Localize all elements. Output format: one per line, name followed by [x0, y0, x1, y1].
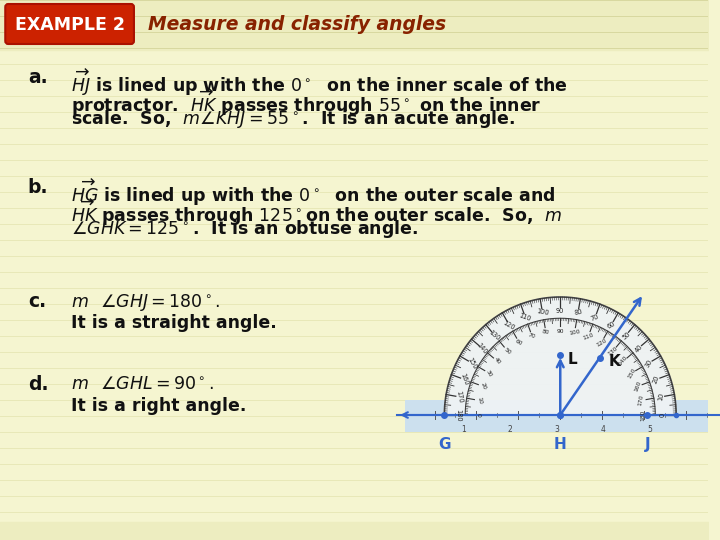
Text: 60: 60	[606, 320, 616, 329]
Text: $\overrightarrow{HK}$ passes through $125^\circ$on the outer scale.  So,  $m$: $\overrightarrow{HK}$ passes through $12…	[71, 198, 563, 228]
Text: a.: a.	[28, 68, 48, 87]
Text: b.: b.	[28, 178, 48, 197]
Text: 160: 160	[634, 380, 642, 393]
Text: 170: 170	[456, 390, 464, 404]
Text: 110: 110	[582, 332, 595, 341]
Text: scale.  So,  $m\angle KHJ = 55^\circ$.  It is an acute angle.: scale. So, $m\angle KHJ = 55^\circ$. It …	[71, 108, 515, 130]
Text: 150: 150	[626, 367, 636, 379]
Text: 150: 150	[466, 356, 477, 370]
Text: 140: 140	[476, 341, 488, 355]
Text: 0: 0	[660, 413, 665, 417]
Text: 50: 50	[503, 347, 512, 355]
FancyBboxPatch shape	[5, 4, 134, 44]
Text: 0: 0	[475, 413, 480, 417]
Text: 160: 160	[459, 373, 469, 387]
Text: 40: 40	[493, 357, 502, 366]
Text: 100: 100	[536, 308, 549, 316]
Text: 80: 80	[573, 309, 582, 316]
Text: $m$  $\angle GHJ = 180^\circ.$: $m$ $\angle GHJ = 180^\circ.$	[71, 292, 220, 313]
Text: 180: 180	[640, 409, 645, 421]
Text: 30: 30	[485, 369, 493, 377]
Text: 30: 30	[644, 358, 654, 368]
Text: 140: 140	[618, 355, 629, 367]
Text: 120: 120	[595, 338, 608, 348]
Text: K: K	[608, 354, 620, 369]
Text: 90: 90	[556, 308, 564, 314]
Text: 130: 130	[607, 345, 619, 356]
Text: $\overrightarrow{HJ}$ is lined up with the $0^\circ$  on the inner scale of the: $\overrightarrow{HJ}$ is lined up with t…	[71, 68, 568, 98]
Text: $\overrightarrow{HG}$ is lined up with the $0^\circ$  on the outer scale and: $\overrightarrow{HG}$ is lined up with t…	[71, 178, 556, 208]
Text: J: J	[644, 437, 650, 452]
Text: d.: d.	[28, 375, 48, 394]
Text: 50: 50	[621, 330, 631, 340]
Text: 90: 90	[557, 329, 564, 334]
Text: protractor.  $\overrightarrow{HK}$ passes through $55^\circ$ on the inner: protractor. $\overrightarrow{HK}$ passes…	[71, 88, 541, 118]
Text: L: L	[568, 352, 577, 367]
Text: 5: 5	[647, 425, 652, 434]
Text: $m$  $\angle GHL = 90^\circ.$: $m$ $\angle GHL = 90^\circ.$	[71, 375, 214, 393]
Text: 130: 130	[488, 329, 501, 342]
Text: 10: 10	[476, 396, 482, 404]
Text: 60: 60	[515, 339, 523, 347]
Text: 110: 110	[518, 312, 532, 322]
Text: It is a right angle.: It is a right angle.	[71, 397, 246, 415]
Text: 120: 120	[503, 319, 516, 330]
Bar	[405, 400, 716, 432]
Text: 10: 10	[657, 392, 665, 402]
Text: 170: 170	[638, 394, 644, 407]
Text: $\angle GHK = 125^\circ$.  It is an obtuse angle.: $\angle GHK = 125^\circ$. It is an obtus…	[71, 218, 418, 240]
Text: 20: 20	[480, 382, 487, 391]
Polygon shape	[444, 297, 676, 415]
Text: It is a straight angle.: It is a straight angle.	[71, 314, 276, 332]
Text: EXAMPLE 2: EXAMPLE 2	[14, 16, 125, 34]
Text: 80: 80	[542, 329, 550, 336]
Text: 180: 180	[455, 409, 461, 421]
Text: 70: 70	[528, 333, 536, 340]
Text: 70: 70	[590, 313, 600, 321]
Text: 3: 3	[554, 425, 559, 434]
Text: 2: 2	[508, 425, 513, 434]
Text: Measure and classify angles: Measure and classify angles	[148, 16, 446, 35]
Text: 4: 4	[600, 425, 606, 434]
Text: 1: 1	[462, 425, 467, 434]
Text: H: H	[554, 437, 567, 452]
Text: 40: 40	[634, 343, 644, 353]
Text: 100: 100	[569, 329, 580, 336]
Text: 20: 20	[652, 374, 660, 384]
Text: c.: c.	[28, 292, 46, 311]
Text: G: G	[438, 437, 451, 452]
